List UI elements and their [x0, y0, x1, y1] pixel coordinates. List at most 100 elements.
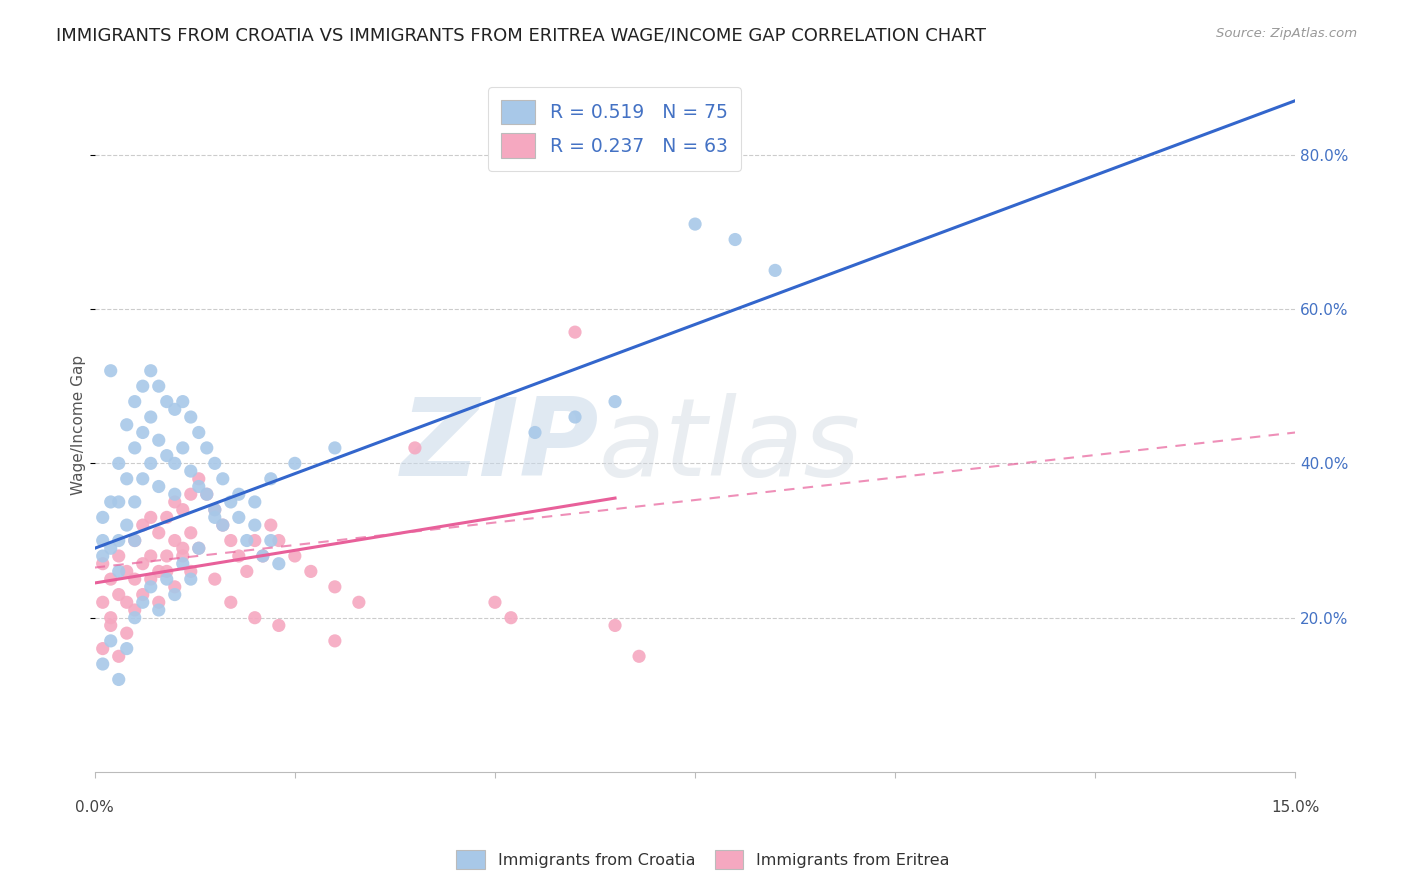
Point	[172, 394, 194, 409]
Point	[124, 495, 146, 509]
Point	[499, 611, 522, 625]
Point	[252, 549, 274, 563]
Point	[211, 518, 233, 533]
Point	[323, 633, 346, 648]
Point	[115, 417, 138, 432]
Point	[124, 394, 146, 409]
Point	[148, 433, 170, 447]
Point	[100, 633, 122, 648]
Point	[107, 673, 129, 687]
Point	[139, 410, 162, 425]
Point	[187, 479, 209, 493]
Y-axis label: Wage/Income Gap: Wage/Income Gap	[72, 355, 86, 495]
Point	[115, 595, 138, 609]
Point	[187, 541, 209, 556]
Point	[124, 611, 146, 625]
Point	[187, 541, 209, 556]
Point	[228, 510, 250, 524]
Point	[91, 657, 114, 671]
Point	[100, 364, 122, 378]
Point	[100, 541, 122, 556]
Point	[156, 449, 179, 463]
Point	[204, 502, 226, 516]
Point	[195, 441, 218, 455]
Point	[132, 595, 155, 609]
Point	[180, 525, 202, 540]
Point	[115, 641, 138, 656]
Point	[163, 495, 186, 509]
Point	[683, 217, 706, 231]
Point	[115, 518, 138, 533]
Point	[180, 410, 202, 425]
Point	[260, 533, 283, 548]
Point	[132, 518, 155, 533]
Point	[107, 533, 129, 548]
Point	[187, 425, 209, 440]
Point	[524, 425, 547, 440]
Point	[107, 495, 129, 509]
Point	[219, 595, 242, 609]
Point	[163, 456, 186, 470]
Point	[132, 379, 155, 393]
Point	[603, 618, 626, 632]
Point	[163, 402, 186, 417]
Point	[172, 557, 194, 571]
Point	[763, 263, 786, 277]
Point	[107, 588, 129, 602]
Point	[204, 456, 226, 470]
Text: ZIP: ZIP	[401, 392, 599, 499]
Point	[107, 649, 129, 664]
Point	[236, 565, 259, 579]
Point	[100, 618, 122, 632]
Point	[107, 549, 129, 563]
Point	[156, 510, 179, 524]
Point	[115, 565, 138, 579]
Point	[115, 472, 138, 486]
Point	[187, 472, 209, 486]
Point	[172, 502, 194, 516]
Point	[148, 565, 170, 579]
Point	[156, 572, 179, 586]
Point	[195, 487, 218, 501]
Point	[139, 572, 162, 586]
Point	[139, 456, 162, 470]
Point	[284, 549, 307, 563]
Point	[91, 641, 114, 656]
Point	[219, 533, 242, 548]
Legend: R = 0.519   N = 75, R = 0.237   N = 63: R = 0.519 N = 75, R = 0.237 N = 63	[488, 87, 741, 170]
Point	[124, 572, 146, 586]
Point	[91, 595, 114, 609]
Point	[139, 580, 162, 594]
Point	[267, 618, 290, 632]
Point	[204, 502, 226, 516]
Point	[603, 394, 626, 409]
Point	[195, 487, 218, 501]
Point	[163, 533, 186, 548]
Point	[172, 541, 194, 556]
Point	[91, 557, 114, 571]
Point	[107, 456, 129, 470]
Point	[243, 533, 266, 548]
Point	[107, 565, 129, 579]
Point	[180, 464, 202, 478]
Point	[148, 479, 170, 493]
Point	[204, 510, 226, 524]
Point	[228, 549, 250, 563]
Point	[124, 603, 146, 617]
Point	[148, 595, 170, 609]
Point	[243, 611, 266, 625]
Point	[628, 649, 651, 664]
Point	[100, 572, 122, 586]
Point	[260, 518, 283, 533]
Point	[323, 580, 346, 594]
Point	[163, 580, 186, 594]
Point	[156, 565, 179, 579]
Point	[347, 595, 370, 609]
Text: atlas: atlas	[599, 393, 860, 498]
Text: Source: ZipAtlas.com: Source: ZipAtlas.com	[1216, 27, 1357, 40]
Point	[404, 441, 426, 455]
Point	[91, 533, 114, 548]
Point	[163, 588, 186, 602]
Point	[243, 495, 266, 509]
Point	[219, 495, 242, 509]
